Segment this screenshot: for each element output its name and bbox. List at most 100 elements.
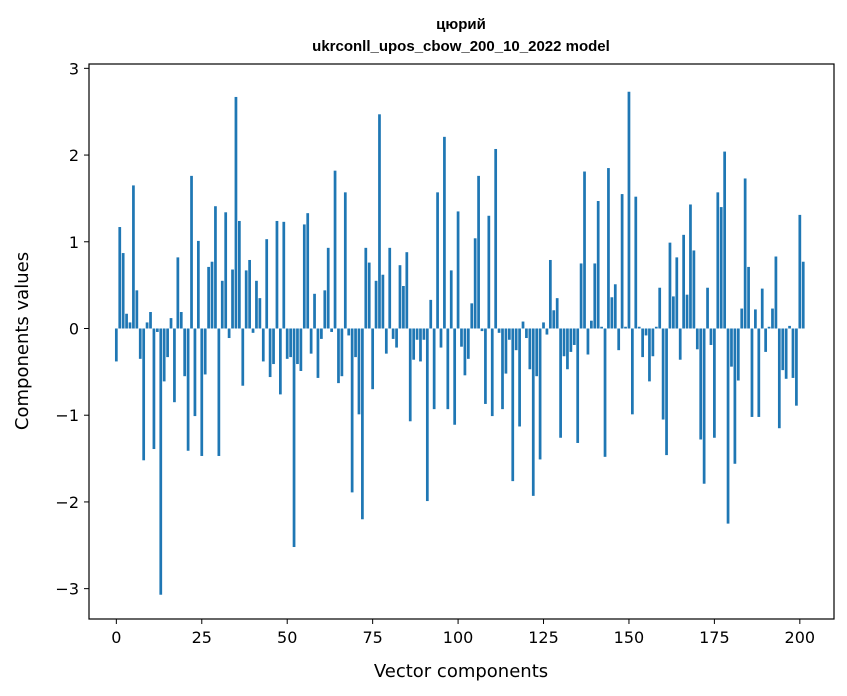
bar [706,287,709,329]
bar [313,293,316,329]
bar [241,328,245,386]
bar [279,328,282,395]
bar [750,328,754,417]
bar [214,206,217,329]
bar [186,328,190,451]
bar [203,328,207,375]
bar [740,308,744,329]
bar [617,328,621,351]
bar [736,328,740,381]
bar [764,328,768,352]
bar [268,328,272,378]
bar [432,328,436,410]
bar [343,192,347,329]
bar [436,192,439,329]
plot-frame [88,63,835,620]
bar [449,270,453,329]
bar [501,328,504,410]
bar [552,310,556,329]
bar [176,257,180,329]
bar [781,328,785,371]
y-tick-label: −1 [55,406,79,425]
bar [138,328,142,359]
bar [723,151,727,329]
bar [255,280,258,329]
y-tick-label: −2 [55,493,79,512]
bar [497,328,501,333]
bar [518,328,521,427]
bar [296,328,299,365]
y-tick-label: 0 [69,319,79,338]
bar [323,290,327,329]
bar [651,328,655,357]
bar [299,328,303,371]
bar [337,328,340,384]
bar [757,328,761,417]
bar [125,313,128,329]
bar [682,234,685,329]
bar [795,328,798,406]
bar [135,290,139,329]
bar [384,328,388,354]
bar [607,168,610,329]
bar [149,312,152,329]
bar [583,171,586,329]
bar [152,328,156,450]
bar [569,328,573,352]
bar [234,96,238,329]
bar [285,328,289,359]
bar [791,328,795,378]
bar [179,312,183,329]
bar [463,328,467,376]
bar [531,328,535,496]
bar [545,328,549,335]
bar [456,211,460,329]
bar [282,221,286,329]
bar [784,328,788,379]
bar [777,328,781,429]
bar [719,207,723,329]
bar [128,322,132,329]
bar [231,269,234,329]
x-tick-label: 200 [785,628,816,647]
bar [121,253,125,329]
bar-series [114,91,805,595]
y-axis-label: Components values [12,252,33,430]
bar [566,328,569,370]
bar [347,328,351,336]
bar [514,328,518,351]
bar [620,194,624,329]
chart-subtitle: ukrconll_upos_cbow_200_10_2022 model [312,38,610,55]
bar [330,328,333,332]
bar [210,261,214,329]
bar [754,309,757,329]
bar [408,328,412,422]
bar [767,326,771,329]
bar [610,297,614,329]
bar [371,328,375,390]
bar [361,328,364,520]
bar [507,328,511,340]
bar [354,328,357,358]
y-tick-label: 2 [69,146,79,165]
bar [747,266,750,329]
y-tick-label: 1 [69,233,79,252]
bar [484,328,487,404]
x-axis-ticks: 0 25 50 75 100 125 150 175 200 [111,619,815,647]
bar [275,220,279,329]
x-tick-label: 100 [443,628,474,647]
bar [326,247,330,329]
bar [374,280,378,329]
bar [155,328,159,332]
bar [183,328,187,377]
bar [340,328,344,377]
bar [542,322,545,329]
bar [487,215,491,329]
bar [320,328,323,339]
x-tick-label: 150 [614,628,645,647]
bar [118,227,122,329]
bar [654,326,658,329]
bar [142,328,146,461]
bar [169,318,173,329]
